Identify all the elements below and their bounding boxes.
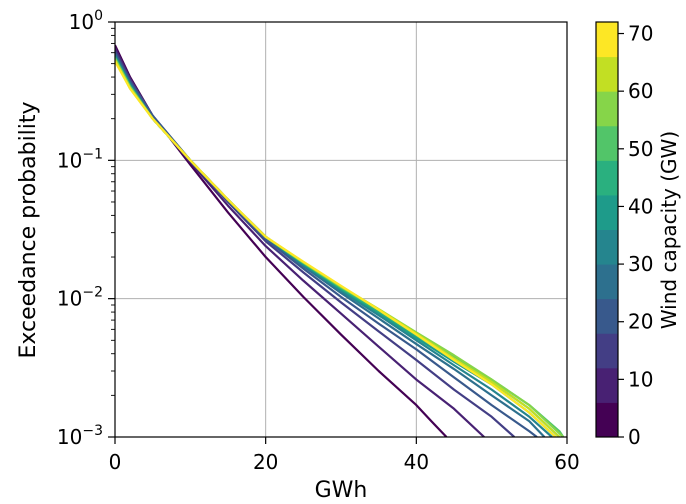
x-tick-label: 20 [253,450,278,474]
series-lines [115,44,565,437]
colorbar-bin [596,125,618,161]
colorbar-bin [596,22,618,58]
series-line [115,52,538,437]
colorbar-bin [596,91,618,127]
colorbar-frame [595,21,619,438]
colorbar-bin [596,229,618,265]
colorbar-tick-label: 20 [628,310,653,334]
y-tick-label: 100 [69,8,103,34]
colorbar-tick-label: 40 [628,194,653,218]
y-tick-label: 10−2 [57,285,103,311]
y-tick-label: 10−1 [57,146,103,172]
colorbar-bin [596,264,618,300]
colorbar: 0 10 20 30 40 50 60 70 [595,21,653,449]
colorbar-bin [596,194,618,230]
colorbar-tick-label: 70 [628,22,653,46]
colorbar-bin [596,402,618,438]
colorbar-tick-label: 50 [628,137,653,161]
colorbar-bin [596,160,618,196]
x-tick-label: 60 [554,450,579,474]
colorbar-bin [596,56,618,92]
colorbar-tick-label: 30 [628,252,653,276]
x-tick-label: 40 [404,450,429,474]
y-tick-label: 10−3 [57,423,103,449]
colorbar-tick-label: 0 [628,425,641,449]
axis-ticks: 0 20 40 60 100 10−1 10−2 10−3 [57,8,580,474]
colorbar-label: Wind capacity (GW) [657,131,681,329]
plot-frame [114,21,568,438]
y-axis-label: Exceedance probability [16,101,41,358]
series-line [115,60,557,437]
colorbar-bin [596,367,618,403]
colorbar-tick-label: 60 [628,79,653,103]
colorbar-bin [596,298,618,334]
x-tick-label: 0 [109,450,122,474]
x-axis-label: GWh [315,478,368,503]
colorbar-bin [596,333,618,369]
colorbar-tick-label: 10 [628,367,653,391]
